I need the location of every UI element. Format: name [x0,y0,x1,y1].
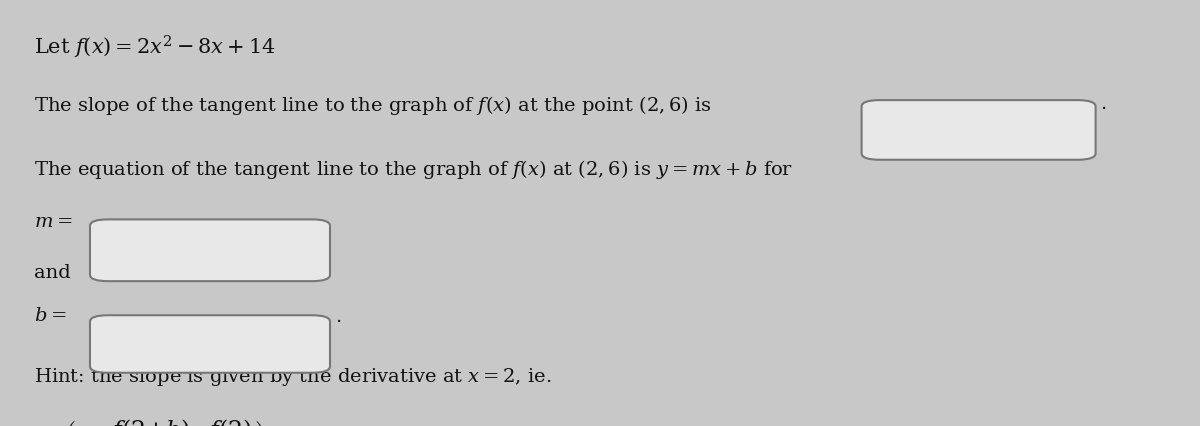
Text: The slope of the tangent line to the graph of $f(x)$ at the point $(2, 6)$ is: The slope of the tangent line to the gra… [34,94,712,117]
Text: Hint: the slope is given by the derivative at $x = 2$, ie.: Hint: the slope is given by the derivati… [34,366,551,389]
Text: and: and [34,264,71,282]
Text: $b = $: $b = $ [34,307,66,325]
FancyBboxPatch shape [90,219,330,281]
Text: The equation of the tangent line to the graph of $f(x)$ at $(2, 6)$ is $y = mx +: The equation of the tangent line to the … [34,158,793,181]
Text: .: . [1100,94,1106,113]
Text: $m = $: $m = $ [34,213,72,231]
Text: .: . [336,307,342,326]
Text: $\left( \lim_{h \to 0} \dfrac{f(2+h) - f(2)}{h} \right)$: $\left( \lim_{h \to 0} \dfrac{f(2+h) - f… [60,417,269,426]
FancyBboxPatch shape [90,315,330,373]
FancyBboxPatch shape [862,100,1096,160]
Text: Let $f(x) = 2x^2 - 8x + 14$: Let $f(x) = 2x^2 - 8x + 14$ [34,34,275,61]
